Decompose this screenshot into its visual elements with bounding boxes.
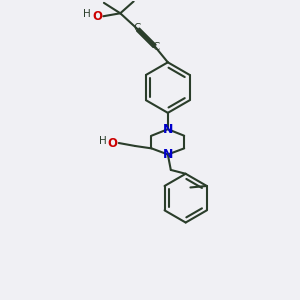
Text: C: C: [133, 23, 141, 33]
Text: N: N: [163, 123, 173, 136]
Text: H: H: [100, 136, 107, 146]
Text: N: N: [163, 148, 173, 161]
Text: O: O: [92, 10, 102, 23]
Text: O: O: [107, 136, 117, 149]
Text: H: H: [83, 10, 91, 20]
Text: C: C: [152, 43, 159, 52]
